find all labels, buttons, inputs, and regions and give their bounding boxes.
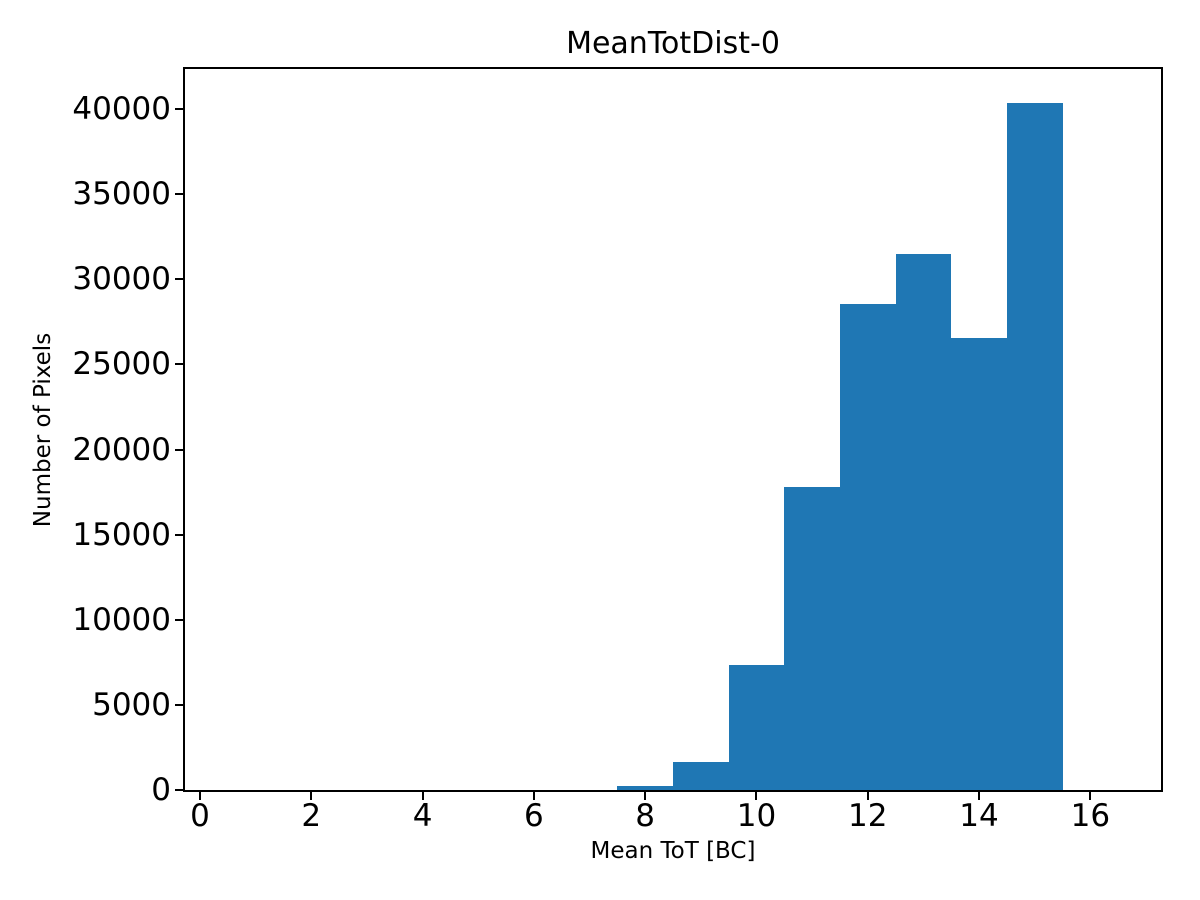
x-tick-label: 0 — [190, 798, 210, 834]
x-tick-mark — [644, 792, 647, 800]
x-tick-mark — [199, 792, 202, 800]
histogram-bar — [728, 664, 785, 790]
x-tick-label: 14 — [959, 798, 999, 834]
x-tick-label: 2 — [301, 798, 322, 834]
y-tick-mark — [175, 533, 183, 536]
y-tick-mark — [175, 789, 183, 791]
histogram-bar — [895, 254, 952, 790]
y-tick-label: 20000 — [72, 431, 171, 468]
x-tick-mark — [1089, 792, 1092, 800]
histogram-bar — [839, 303, 896, 790]
y-axis-label: Number of Pixels — [30, 332, 57, 528]
y-tick-mark — [175, 193, 183, 196]
y-tick-label: 35000 — [72, 176, 171, 213]
chart-title: MeanTotDist-0 — [566, 26, 780, 61]
histogram-bar — [673, 762, 729, 790]
histogram-bar — [617, 785, 673, 790]
y-tick-mark — [175, 363, 183, 366]
x-tick-label: 8 — [635, 798, 656, 834]
y-tick-mark — [175, 618, 183, 621]
y-tick-mark — [175, 278, 183, 281]
x-tick-mark — [310, 792, 313, 800]
x-tick-label: 16 — [1070, 798, 1111, 834]
y-tick-label: 10000 — [72, 601, 171, 638]
histogram-bar — [1006, 103, 1063, 790]
x-tick-label: 12 — [848, 798, 888, 834]
y-tick-mark — [175, 448, 183, 451]
histogram-bar — [951, 337, 1007, 790]
plot-area: 0 2 4 6 8 10 12 14 16 0 5000 10000 15000 20000 25000 30… — [72, 67, 1163, 834]
y-tick-label: 5000 — [92, 686, 171, 723]
x-tick-label: 10 — [736, 798, 777, 834]
x-tick-label: 6 — [524, 798, 544, 834]
x-tick-mark — [755, 792, 758, 800]
y-tick-label: 25000 — [72, 346, 171, 383]
x-tick-mark — [421, 792, 424, 800]
x-tick-mark — [866, 792, 869, 800]
y-tick-label: 15000 — [72, 516, 171, 553]
x-tick-mark — [532, 792, 535, 800]
y-tick-label: 0 — [151, 772, 171, 808]
x-tick-label: 4 — [412, 798, 433, 834]
y-tick-label: 30000 — [72, 261, 171, 298]
histogram-bar — [784, 486, 840, 790]
x-tick-mark — [978, 792, 981, 800]
y-tick-mark — [175, 703, 183, 706]
y-tick-mark — [175, 108, 183, 110]
y-tick-label: 40000 — [72, 91, 171, 127]
x-axis-label: Mean ToT [BC] — [590, 838, 756, 864]
